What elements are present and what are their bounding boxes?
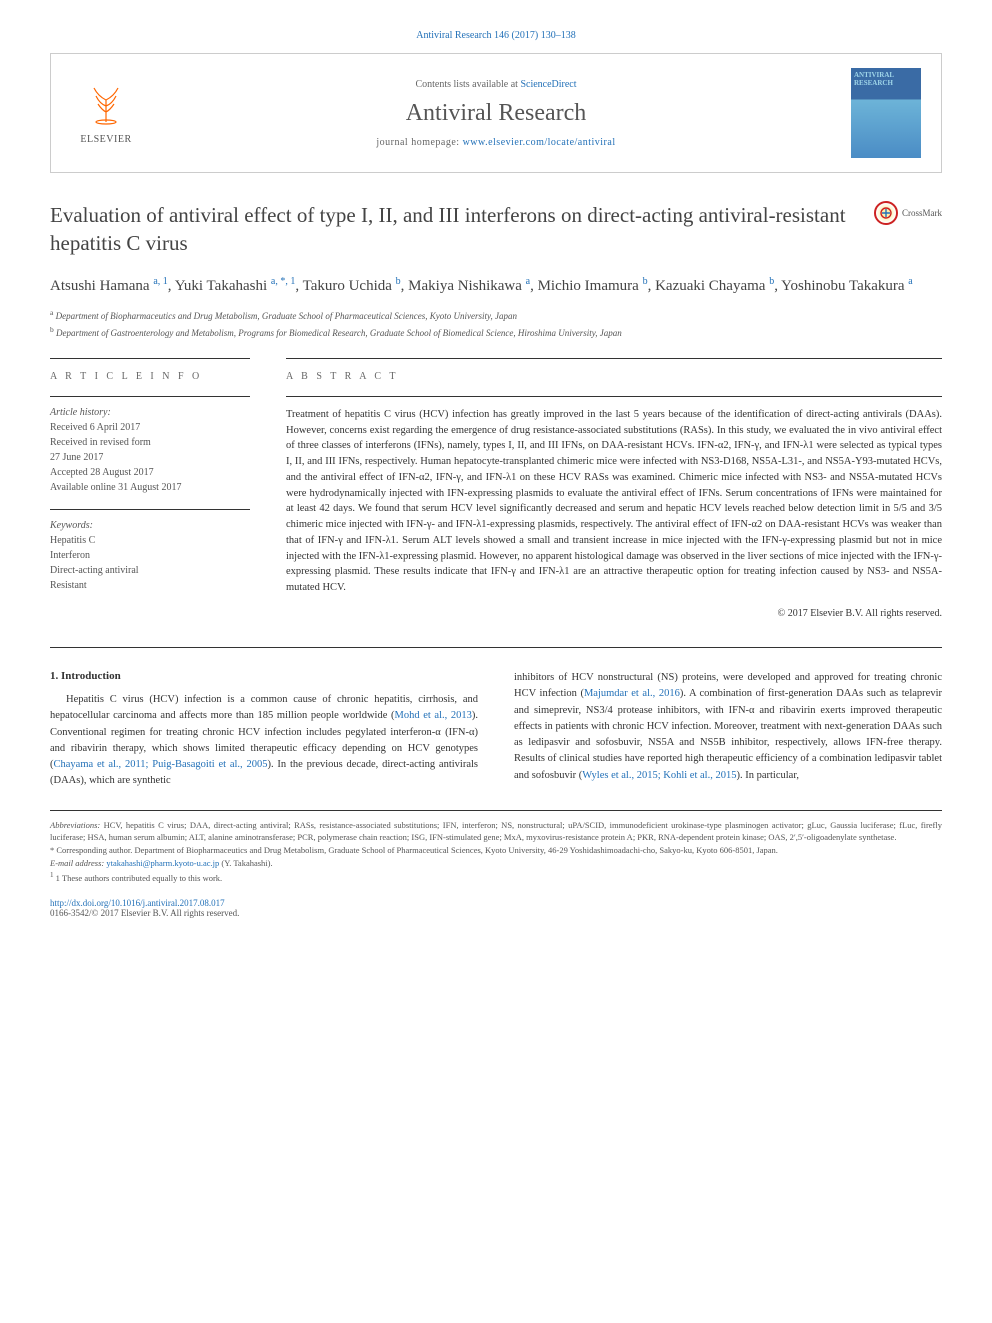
intro-paragraph-right: inhibitors of HCV nonstructural (NS) pro… (514, 670, 942, 784)
section-1-heading: 1. Introduction (50, 670, 478, 682)
crossmark-widget[interactable]: CrossMark (874, 201, 942, 225)
abbrev-label: Abbreviations: (50, 820, 100, 830)
article-info-sidebar: A R T I C L E I N F O Article history: R… (50, 358, 250, 619)
doi-link[interactable]: http://dx.doi.org/10.1016/j.antiviral.20… (50, 898, 225, 908)
email-label: E-mail address: (50, 858, 106, 868)
journal-name: Antiviral Research (141, 100, 851, 127)
body-column-left: 1. Introduction Hepatitis C virus (HCV) … (50, 670, 478, 790)
crossmark-label: CrossMark (902, 208, 942, 218)
history-revised1: Received in revised form (50, 437, 151, 448)
article-footnotes: Abbreviations: HCV, hepatitis C virus; D… (50, 810, 942, 885)
keyword-1: Interferon (50, 550, 90, 561)
crossmark-icon (874, 201, 898, 225)
email-suffix: (Y. Takahashi). (219, 858, 272, 868)
author-list: Atsushi Hamana a, 1, Yuki Takahashi a, *… (50, 274, 942, 298)
section-divider (50, 647, 942, 648)
abbreviations-line: Abbreviations: HCV, hepatitis C virus; D… (50, 819, 942, 845)
note1-text: 1 These authors contributed equally to t… (56, 872, 223, 882)
keyword-2: Direct-acting antiviral (50, 565, 139, 576)
article-info-label: A R T I C L E I N F O (50, 358, 250, 382)
affiliation-a: Department of Biopharmaceutics and Drug … (56, 311, 517, 321)
article-history: Article history: Received 6 April 2017 R… (50, 396, 250, 495)
keyword-3: Resistant (50, 580, 87, 591)
contents-available: Contents lists available at ScienceDirec… (141, 79, 851, 90)
history-label: Article history: (50, 407, 111, 418)
history-received: Received 6 April 2017 (50, 422, 140, 433)
abstract-copyright: © 2017 Elsevier B.V. All rights reserved… (286, 608, 942, 619)
author-contribution-note: 1 1 These authors contributed equally to… (50, 870, 942, 885)
article-title: Evaluation of antiviral effect of type I… (50, 201, 854, 258)
citation-line: Antiviral Research 146 (2017) 130–138 (50, 30, 942, 41)
abstract-text: Treatment of hepatitis C virus (HCV) inf… (286, 396, 942, 596)
elsevier-logo: ELSEVIER (71, 82, 141, 145)
affiliation-b: Department of Gastroenterology and Metab… (56, 328, 622, 338)
journal-homepage: journal homepage: www.elsevier.com/locat… (141, 137, 851, 148)
elsevier-tree-icon (71, 82, 141, 132)
history-revised2: 27 June 2017 (50, 452, 103, 463)
keywords-label: Keywords: (50, 520, 93, 531)
history-accepted: Accepted 28 August 2017 (50, 467, 154, 478)
contents-prefix: Contents lists available at (415, 79, 520, 90)
journal-cover-thumbnail: ANTIVIRAL RESEARCH (851, 68, 921, 158)
keyword-0: Hepatitis C (50, 535, 95, 546)
sciencedirect-link[interactable]: ScienceDirect (520, 79, 576, 90)
corresponding-author: * Corresponding author. Department of Bi… (50, 844, 942, 857)
email-line: E-mail address: ytakahashi@pharm.kyoto-u… (50, 857, 942, 870)
homepage-link[interactable]: www.elsevier.com/locate/antiviral (463, 137, 616, 148)
abstract-label: A B S T R A C T (286, 358, 942, 382)
cover-title: ANTIVIRAL RESEARCH (854, 71, 918, 87)
email-link[interactable]: ytakahashi@pharm.kyoto-u.ac.jp (106, 858, 219, 868)
publisher-name: ELSEVIER (71, 134, 141, 145)
intro-paragraph-left: Hepatitis C virus (HCV) infection is a c… (50, 692, 478, 790)
abstract-column: A B S T R A C T Treatment of hepatitis C… (286, 358, 942, 619)
journal-header: ELSEVIER Contents lists available at Sci… (50, 53, 942, 173)
history-online: Available online 31 August 2017 (50, 482, 181, 493)
doi-block: http://dx.doi.org/10.1016/j.antiviral.20… (50, 898, 942, 918)
issn-copyright: 0166-3542/© 2017 Elsevier B.V. All right… (50, 908, 239, 918)
homepage-prefix: journal homepage: (376, 137, 462, 148)
keywords-block: Keywords: Hepatitis C Interferon Direct-… (50, 509, 250, 593)
affiliations: a Department of Biopharmaceutics and Dru… (50, 307, 942, 340)
body-column-right: inhibitors of HCV nonstructural (NS) pro… (514, 670, 942, 790)
abbrev-text: HCV, hepatitis C virus; DAA, direct-acti… (50, 820, 942, 843)
